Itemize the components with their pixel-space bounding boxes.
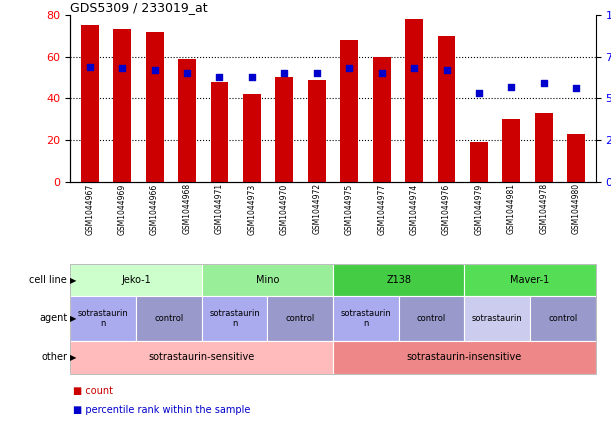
Text: Z138: Z138	[386, 275, 411, 285]
Bar	[535, 113, 553, 182]
Point	[571, 85, 581, 92]
Point	[312, 70, 321, 77]
Text: ▶: ▶	[70, 353, 76, 362]
Bar	[308, 80, 326, 182]
Text: sotrastaurin
n: sotrastaurin n	[78, 309, 128, 328]
Text: sotrastaurin
n: sotrastaurin n	[340, 309, 391, 328]
Text: ▶: ▶	[70, 276, 76, 285]
Point	[377, 70, 387, 77]
Point	[247, 73, 257, 80]
Bar	[437, 36, 455, 182]
Point	[85, 63, 95, 70]
Text: sotrastaurin-insensitive: sotrastaurin-insensitive	[407, 352, 522, 363]
Text: Jeko-1: Jeko-1	[121, 275, 151, 285]
Bar	[373, 57, 390, 182]
Text: other: other	[41, 352, 67, 363]
Point	[117, 65, 127, 71]
Point	[474, 90, 484, 97]
Bar	[145, 32, 164, 182]
Point	[507, 83, 516, 90]
Bar	[243, 94, 261, 182]
Text: ■ percentile rank within the sample: ■ percentile rank within the sample	[73, 405, 251, 415]
Text: Maver-1: Maver-1	[510, 275, 550, 285]
Bar	[405, 19, 423, 182]
Text: control: control	[417, 314, 446, 323]
Point	[345, 65, 354, 71]
Point	[182, 70, 192, 77]
Text: sotrastaurin-sensitive: sotrastaurin-sensitive	[148, 352, 255, 363]
Text: Mino: Mino	[255, 275, 279, 285]
Bar	[113, 30, 131, 182]
Bar	[211, 82, 229, 182]
Text: GDS5309 / 233019_at: GDS5309 / 233019_at	[70, 1, 208, 14]
Text: ■ count: ■ count	[73, 386, 113, 396]
Point	[214, 73, 224, 80]
Point	[409, 65, 419, 71]
Bar	[470, 142, 488, 182]
Bar	[568, 134, 585, 182]
Bar	[276, 77, 293, 182]
Text: control: control	[285, 314, 315, 323]
Text: control: control	[154, 314, 183, 323]
Bar	[178, 59, 196, 182]
Text: cell line: cell line	[29, 275, 67, 285]
Text: agent: agent	[39, 313, 67, 323]
Point	[442, 66, 452, 73]
Point	[539, 80, 549, 87]
Point	[150, 66, 159, 73]
Text: ▶: ▶	[70, 314, 76, 323]
Bar	[502, 119, 521, 182]
Point	[279, 70, 289, 77]
Text: sotrastaurin: sotrastaurin	[472, 314, 522, 323]
Bar	[81, 25, 98, 182]
Text: sotrastaurin
n: sotrastaurin n	[209, 309, 260, 328]
Bar	[340, 40, 358, 182]
Text: control: control	[548, 314, 577, 323]
